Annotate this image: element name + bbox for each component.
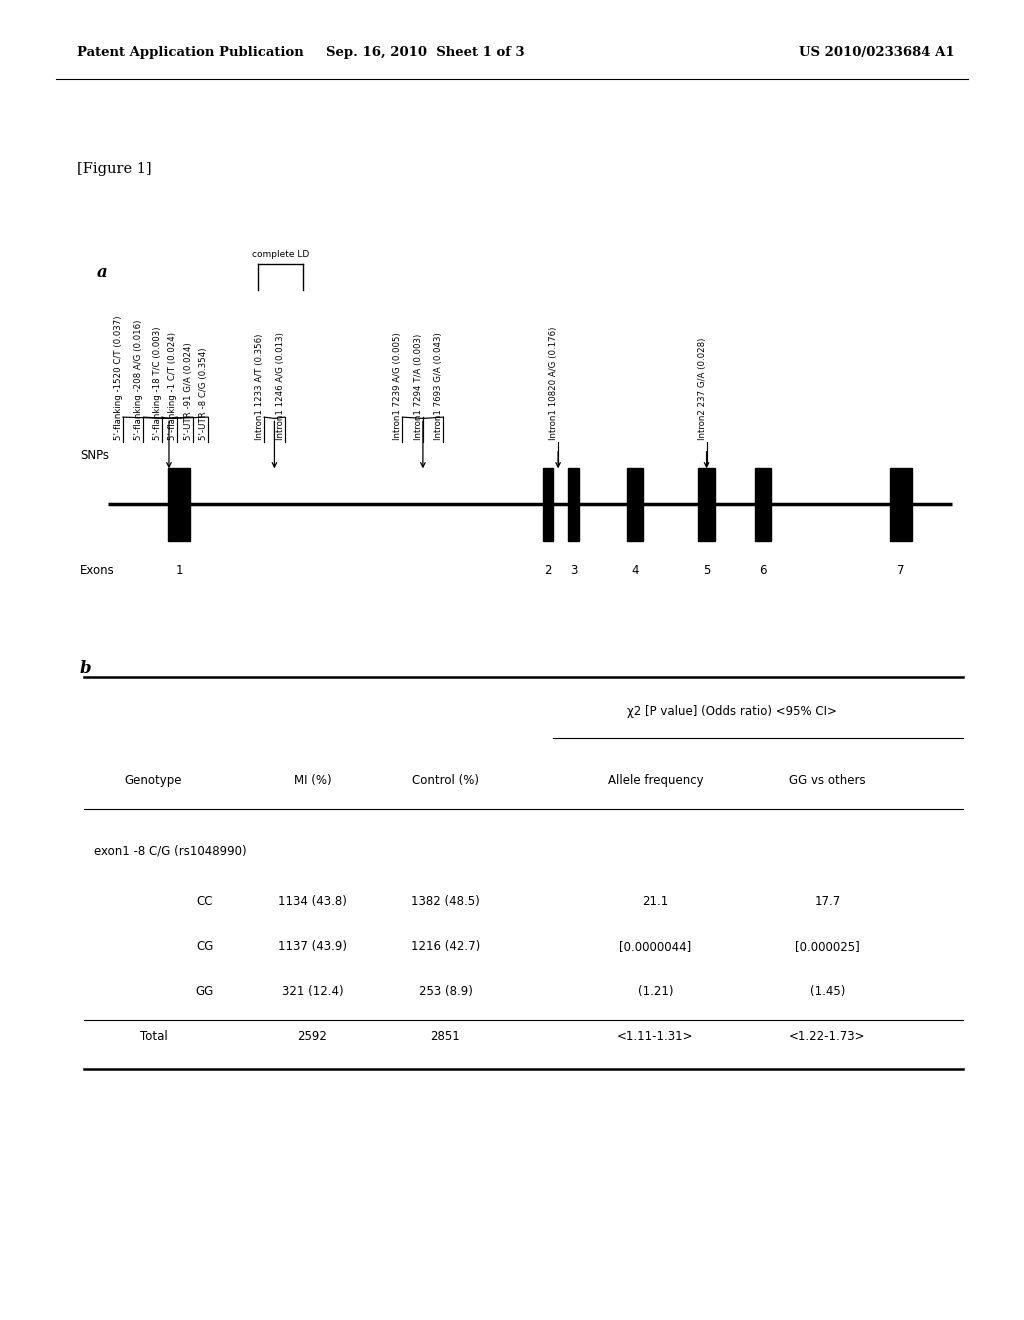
Text: 5: 5 [702,565,711,577]
Text: 1382 (48.5): 1382 (48.5) [411,895,480,908]
Text: 1134 (43.8): 1134 (43.8) [278,895,347,908]
Text: 2592: 2592 [297,1030,328,1043]
Text: 5'-flanking -1 C/T (0.024): 5'-flanking -1 C/T (0.024) [168,331,177,440]
Text: Sep. 16, 2010  Sheet 1 of 3: Sep. 16, 2010 Sheet 1 of 3 [326,46,524,59]
Text: 5'-flanking -18 T/C (0.003): 5'-flanking -18 T/C (0.003) [153,326,162,440]
Bar [543,467,553,541]
Text: Intron1 1246 A/G (0.013): Intron1 1246 A/G (0.013) [275,331,285,440]
Text: 321 (12.4): 321 (12.4) [282,985,343,998]
Text: 4: 4 [631,565,639,577]
Text: Control (%): Control (%) [412,774,479,787]
Text: 253 (8.9): 253 (8.9) [419,985,472,998]
Text: [Figure 1]: [Figure 1] [77,162,152,176]
Text: (1.45): (1.45) [810,985,845,998]
Text: MI (%): MI (%) [294,774,331,787]
Text: CC: CC [197,895,213,908]
Text: 1: 1 [175,565,183,577]
Text: Intron2 237 G/A (0.028): Intron2 237 G/A (0.028) [697,337,707,440]
Text: Genotype: Genotype [125,774,182,787]
Text: SNPs: SNPs [80,449,109,462]
Bar [698,467,715,541]
Text: Intron1 7239 A/G (0.005): Intron1 7239 A/G (0.005) [393,331,402,440]
Text: 2851: 2851 [430,1030,461,1043]
Text: 7: 7 [897,565,905,577]
Text: Total: Total [139,1030,168,1043]
Text: US 2010/0233684 A1: US 2010/0233684 A1 [799,46,954,59]
Text: a: a [97,264,108,281]
Text: 3: 3 [569,565,578,577]
Text: Intron1 7693 G/A (0.043): Intron1 7693 G/A (0.043) [434,331,443,440]
Text: [0.000025]: [0.000025] [795,940,860,953]
Text: b: b [80,660,91,677]
Text: χ2 [P value] (Odds ratio) <95% CI>: χ2 [P value] (Odds ratio) <95% CI> [628,705,837,718]
Text: Intron1 10820 A/G (0.176): Intron1 10820 A/G (0.176) [549,326,558,440]
Text: exon1 -8 C/G (rs1048990): exon1 -8 C/G (rs1048990) [94,845,247,858]
Text: [0.0000044]: [0.0000044] [620,940,691,953]
Bar [755,467,771,541]
Text: GG vs others: GG vs others [790,774,865,787]
Text: 5'-UTR -91 G/A (0.024): 5'-UTR -91 G/A (0.024) [183,342,193,440]
Text: Intron1 1233 A/T (0.356): Intron1 1233 A/T (0.356) [255,333,264,440]
Text: 17.7: 17.7 [814,895,841,908]
Text: Exons: Exons [80,565,115,577]
Text: 5'-flanking -1520 C/T (0.037): 5'-flanking -1520 C/T (0.037) [114,315,123,440]
Bar [627,467,643,541]
Text: Intron1 7294 T/A (0.003): Intron1 7294 T/A (0.003) [414,334,423,440]
Text: complete LD: complete LD [252,249,309,259]
Text: GG: GG [196,985,214,998]
Text: 21.1: 21.1 [642,895,669,908]
Text: 5'-flanking -208 A/G (0.016): 5'-flanking -208 A/G (0.016) [134,319,143,440]
Bar [890,467,912,541]
Text: 1137 (43.9): 1137 (43.9) [278,940,347,953]
Text: <1.11-1.31>: <1.11-1.31> [617,1030,693,1043]
Text: 5'-UTR -8 C/G (0.354): 5'-UTR -8 C/G (0.354) [199,347,208,440]
Text: 6: 6 [759,565,767,577]
Text: 2: 2 [544,565,552,577]
Bar [168,467,190,541]
Text: 1216 (42.7): 1216 (42.7) [411,940,480,953]
Text: Patent Application Publication: Patent Application Publication [77,46,303,59]
Text: Allele frequency: Allele frequency [607,774,703,787]
Text: (1.21): (1.21) [638,985,673,998]
Text: CG: CG [197,940,213,953]
Text: <1.22-1.73>: <1.22-1.73> [790,1030,865,1043]
Bar [568,467,579,541]
